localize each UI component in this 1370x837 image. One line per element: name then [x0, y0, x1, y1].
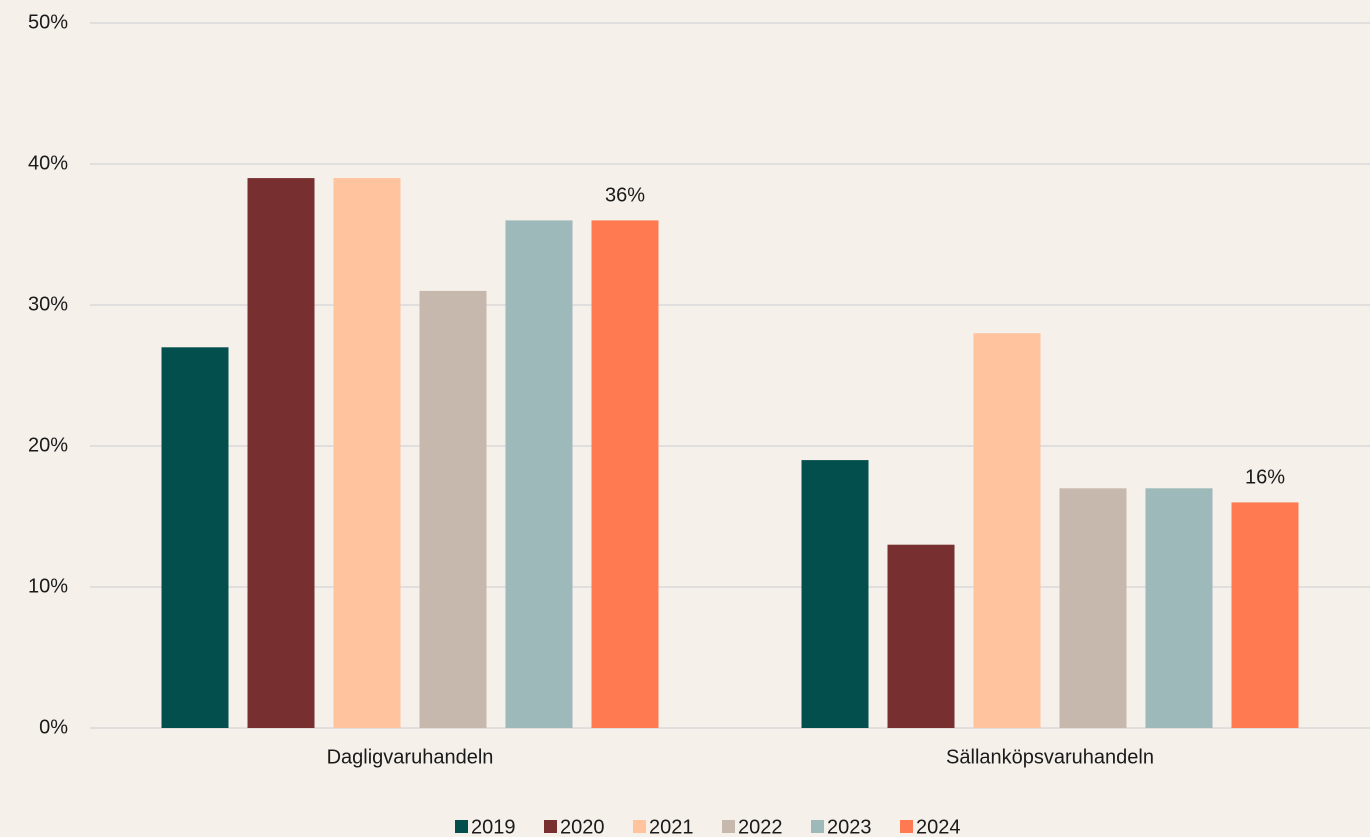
- y-tick-label: 50%: [28, 11, 68, 33]
- bar: [1231, 502, 1299, 728]
- y-tick-label: 20%: [28, 434, 68, 456]
- legend-label: 2024: [916, 816, 961, 837]
- bar: [505, 220, 573, 728]
- bar: [973, 333, 1041, 728]
- data-label: 16%: [1245, 467, 1285, 489]
- legend-label: 2020: [560, 816, 605, 837]
- bar: [1145, 488, 1213, 728]
- y-tick-label: 10%: [28, 575, 68, 597]
- bar: [591, 220, 659, 728]
- legend-swatch: [633, 820, 646, 833]
- legend-swatch: [722, 820, 735, 833]
- bar: [887, 544, 955, 728]
- legend-swatch: [811, 820, 824, 833]
- bar: [161, 347, 229, 728]
- legend-swatch: [900, 820, 913, 833]
- bar: [1059, 488, 1127, 728]
- legend-label: 2023: [827, 816, 872, 837]
- bar: [333, 178, 401, 729]
- legend-label: 2019: [471, 816, 516, 837]
- bar: [247, 178, 315, 729]
- x-tick-label: Sällanköpsvaruhandeln: [946, 746, 1154, 768]
- y-tick-label: 30%: [28, 293, 68, 315]
- legend-swatch: [455, 820, 468, 833]
- legend-label: 2022: [738, 816, 783, 837]
- data-label: 36%: [605, 185, 645, 207]
- bar: [801, 460, 869, 728]
- x-tick-label: Dagligvaruhandeln: [327, 746, 494, 768]
- legend-label: 2021: [649, 816, 694, 837]
- y-tick-label: 40%: [28, 152, 68, 174]
- legend-swatch: [544, 820, 557, 833]
- bar: [419, 290, 487, 728]
- y-tick-label: 0%: [39, 716, 68, 738]
